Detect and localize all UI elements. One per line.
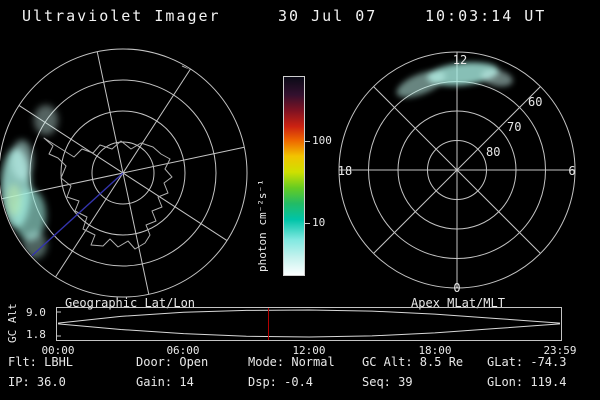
status-dsp: Dsp: -0.4 xyxy=(248,375,314,389)
apex-plot: 12 18 6 0 60 70 80 xyxy=(338,51,576,295)
mlt-label-18: 18 xyxy=(338,164,352,178)
status-gain: Gain: 14 xyxy=(136,375,194,389)
status-flt: Flt: LBHL xyxy=(8,355,74,369)
xtick-0600: 06:00 xyxy=(166,344,200,357)
antarctica-coastline xyxy=(43,65,227,250)
mlt-label-6: 6 xyxy=(568,164,575,178)
gc-alt-axis-label: GC Alt xyxy=(6,303,19,343)
auroral-emission-apex xyxy=(396,62,513,98)
mlat-ring-label-80: 80 xyxy=(486,145,500,159)
colorbar-tick-label: 100 xyxy=(312,134,332,148)
apex-plot-caption: Apex MLat/MLT xyxy=(411,296,505,310)
status-door: Door: Open xyxy=(136,355,209,369)
geographic-plot xyxy=(0,48,248,298)
gc-alt-strip-chart xyxy=(56,307,562,341)
instrument-title: Ultraviolet Imager xyxy=(22,7,221,25)
status-mode: Mode: Normal xyxy=(248,355,335,369)
mlt-label-0: 0 xyxy=(453,281,460,295)
status-ip: IP: 36.0 xyxy=(8,375,66,389)
apex-grid xyxy=(338,51,576,289)
time-label: 10:03:14 UT xyxy=(425,7,547,25)
colorbar-tick-label: 10 xyxy=(312,215,326,229)
mlat-ring-label-70: 70 xyxy=(507,120,521,134)
geographic-plot-caption: Geographic Lat/Lon xyxy=(64,296,196,310)
xtick-1200: 12:00 xyxy=(292,344,326,357)
strip-chart-frame xyxy=(56,307,562,341)
xtick-0000: 00:00 xyxy=(41,344,75,357)
xtick-1800: 18:00 xyxy=(418,344,452,357)
status-glon: GLon: 119.4 xyxy=(487,375,567,389)
gc-alt-ytick-top: 9.0 xyxy=(26,306,46,319)
status-glat: GLat: -74.3 xyxy=(487,355,567,369)
geographic-grid xyxy=(0,48,248,298)
auroral-emission-geographic xyxy=(1,105,58,259)
colorbar-gradient xyxy=(283,76,305,276)
status-seq: Seq: 39 xyxy=(362,375,413,389)
gc-alt-upper-curve xyxy=(57,309,561,324)
date-label: 30 Jul 07 xyxy=(278,7,378,25)
mlt-label-12: 12 xyxy=(453,53,467,67)
colorbar-units-label: photon cm⁻²s⁻¹ xyxy=(256,179,269,272)
mlat-ring-label-60: 60 xyxy=(528,95,542,109)
gc-alt-lower-curve xyxy=(57,323,561,338)
status-gc-alt: GC Alt: 8.5 Re xyxy=(362,355,464,369)
colorbar-tick-mark xyxy=(305,222,310,224)
colorbar-tick-mark xyxy=(305,141,310,143)
gc-alt-ytick-bottom: 1.8 xyxy=(26,328,46,341)
xtick-2359: 23:59 xyxy=(543,344,577,357)
